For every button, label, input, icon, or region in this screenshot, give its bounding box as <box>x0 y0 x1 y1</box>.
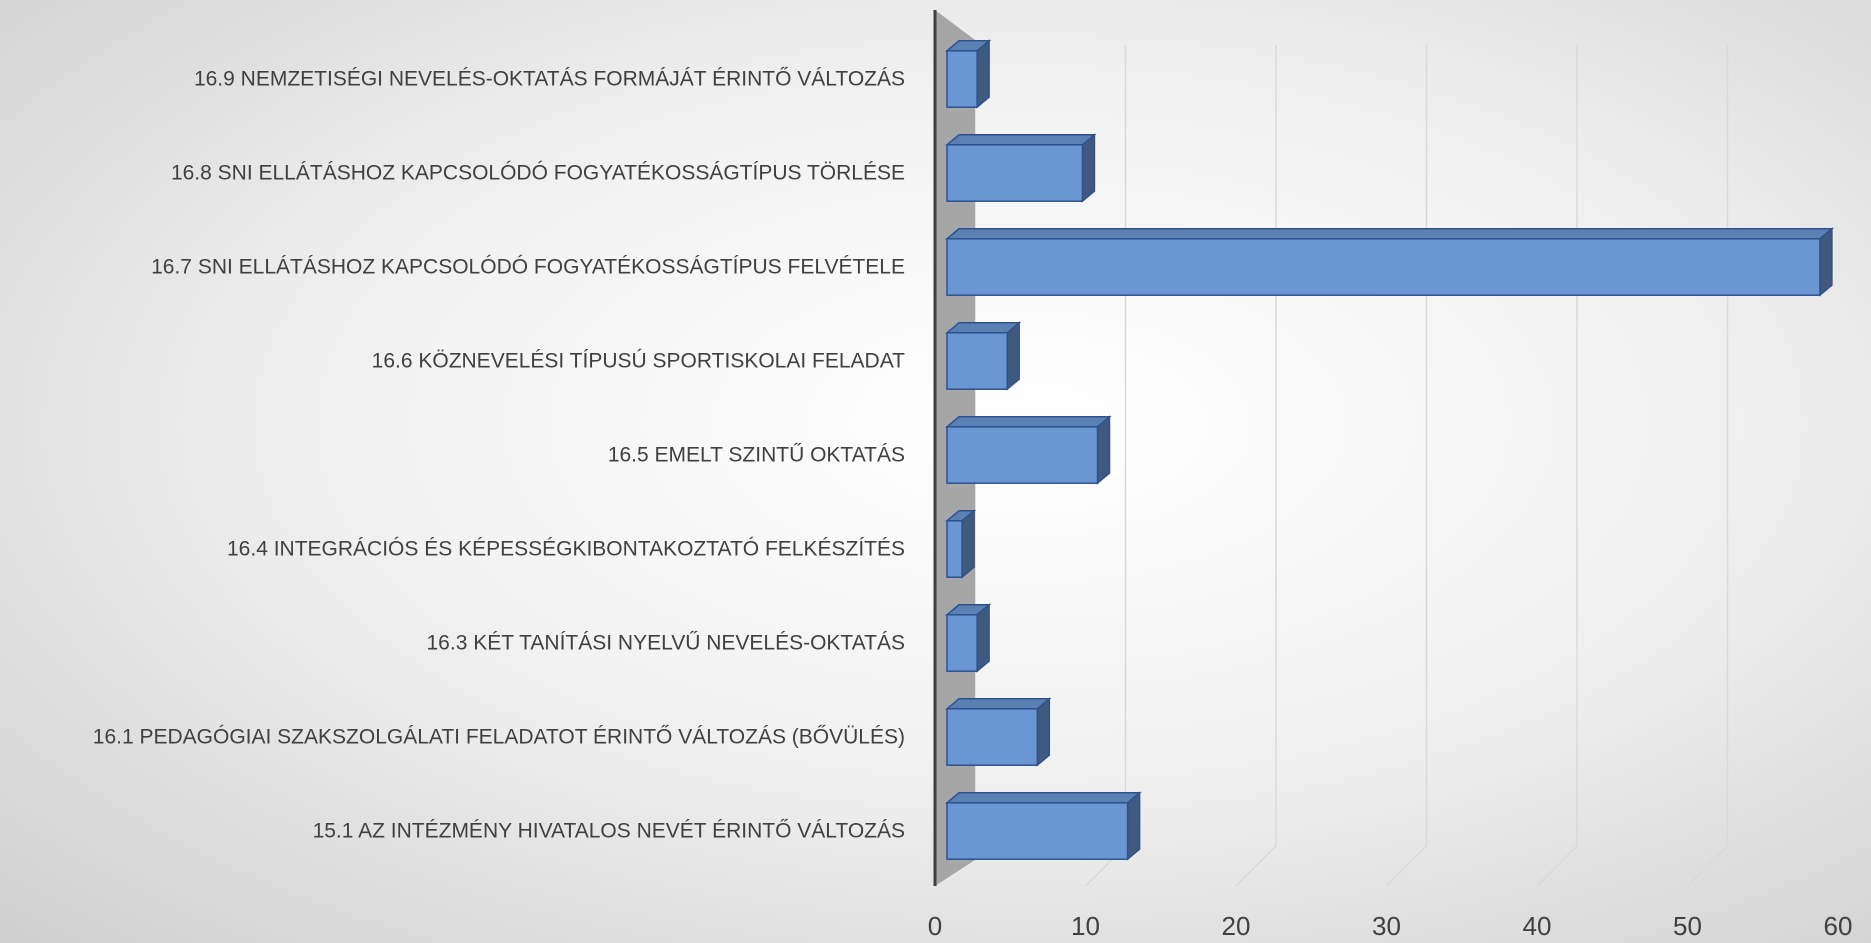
bar-top <box>944 698 1052 710</box>
category-text: 16.3 KÉT TANÍTÁSI NYELVŰ NEVELÉS-OKTATÁS <box>426 631 906 655</box>
bar <box>944 603 992 673</box>
bar-front <box>946 332 1008 390</box>
grid-line-floor <box>1235 845 1277 887</box>
bar <box>944 133 1097 203</box>
bar-top <box>944 228 1834 240</box>
category-label: 16.8 SNI ELLÁTÁSHOZ KAPCSOLÓDÓ FOGYATÉKO… <box>171 158 905 187</box>
category-text: 16.8 SNI ELLÁTÁSHOZ KAPCSOLÓDÓ FOGYATÉKO… <box>170 161 905 185</box>
bar-side <box>1819 227 1833 297</box>
bar-front <box>946 520 963 578</box>
category-label: 16.6 KÖZNEVELÉSI TÍPUSÚ SPORTISKOLAI FEL… <box>372 346 905 375</box>
x-tick-label: 40 <box>1523 911 1552 941</box>
category-label: 16.4 INTEGRÁCIÓS ÉS KÉPESSÉGKIBONTAKOZTA… <box>227 534 905 563</box>
x-tick-label: 0 <box>928 911 942 941</box>
bar <box>944 791 1142 861</box>
bar-top <box>944 792 1142 804</box>
bar-top <box>944 134 1097 146</box>
category-label: 16.3 KÉT TANÍTÁSI NYELVŰ NEVELÉS-OKTATÁS <box>427 628 906 657</box>
bar <box>944 39 992 109</box>
bar-front <box>946 426 1099 484</box>
grid <box>934 45 1871 887</box>
category-text: 15.1 AZ INTÉZMÉNY HIVATALOS NEVÉT ÉRINTŐ… <box>312 819 905 843</box>
bar-side <box>961 509 975 579</box>
category-label: 16.1 PEDAGÓGIAI SZAKSZOLGÁLATI FELADATOT… <box>93 722 905 751</box>
bar-side <box>1036 697 1051 767</box>
category-text: 16.1 PEDAGÓGIAI SZAKSZOLGÁLATI FELADATOT… <box>92 725 905 749</box>
bar-side <box>976 603 990 673</box>
x-tick-label: 30 <box>1372 911 1401 941</box>
x-tick-label: 10 <box>1071 911 1100 941</box>
x-tick-label: 50 <box>1673 911 1702 941</box>
bar <box>944 509 977 579</box>
grid-line-floor <box>1686 845 1729 887</box>
category-text: 16.7 SNI ELLÁTÁSHOZ KAPCSOLÓDÓ FOGYATÉKO… <box>151 255 905 279</box>
category-text: 16.9 NEMZETISÉGI NEVELÉS-OKTATÁS FORMÁJÁ… <box>193 67 905 91</box>
x-tick-label: 20 <box>1222 911 1251 941</box>
category-text: 16.6 KÖZNEVELÉSI TÍPUSÚ SPORTISKOLAI FEL… <box>371 349 905 373</box>
category-label: 16.5 EMELT SZINTŰ OKTATÁS <box>608 440 905 469</box>
grid-line-floor <box>1385 845 1428 887</box>
category-text: 16.5 EMELT SZINTŰ OKTATÁS <box>607 443 905 467</box>
bar-front <box>946 614 978 672</box>
bar-front <box>946 802 1129 860</box>
bar <box>944 321 1022 391</box>
category-label: 15.1 AZ INTÉZMÉNY HIVATALOS NEVÉT ÉRINTŐ… <box>313 816 905 845</box>
bar-front <box>946 50 978 108</box>
category-label: 16.7 SNI ELLÁTÁSHOZ KAPCSOLÓDÓ FOGYATÉKO… <box>151 252 905 281</box>
bar-side <box>1006 321 1020 391</box>
bar-front <box>946 238 1821 296</box>
category-label: 16.9 NEMZETISÉGI NEVELÉS-OKTATÁS FORMÁJÁ… <box>194 64 905 93</box>
bar-side <box>1096 415 1111 485</box>
x-tick-label: 60 <box>1824 911 1853 941</box>
bar-side <box>1081 133 1096 203</box>
grid-line-floor <box>1536 845 1578 887</box>
bar-front <box>946 144 1084 202</box>
bar <box>944 697 1052 767</box>
bar-top <box>944 416 1112 428</box>
bar <box>944 227 1834 297</box>
bar-side <box>976 39 990 109</box>
bar-side <box>1126 791 1141 861</box>
bar <box>944 415 1112 485</box>
grid-line-floor <box>1837 851 1871 887</box>
category-text: 16.4 INTEGRÁCIÓS ÉS KÉPESSÉGKIBONTAKOZTA… <box>227 537 905 561</box>
bar-front <box>946 708 1039 766</box>
